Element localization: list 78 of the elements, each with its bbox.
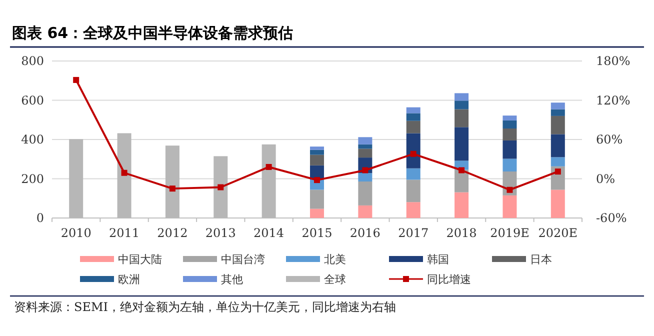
- x-tick-label: 2015: [302, 226, 332, 240]
- bar: [502, 195, 517, 218]
- x-tick-label: 2019E: [490, 226, 530, 240]
- bar: [358, 181, 372, 206]
- x-tick-label: 2013: [205, 226, 236, 240]
- bar: [454, 170, 469, 192]
- y-tick-label: 600: [21, 93, 44, 108]
- y2-tick-label: 60%: [596, 132, 623, 146]
- y-tick-label: 200: [21, 172, 44, 186]
- bar: [358, 148, 372, 158]
- legend-label: 欧洲: [118, 273, 140, 286]
- legend-label: 北美: [324, 253, 346, 266]
- x-tick-label: 2016: [350, 226, 380, 240]
- bar: [454, 127, 469, 161]
- bar: [502, 120, 517, 129]
- point: [218, 184, 224, 190]
- point: [362, 167, 368, 174]
- bar: [550, 190, 565, 218]
- point: [554, 168, 561, 175]
- x-tick-label: 2011: [109, 226, 140, 240]
- bar: [406, 107, 420, 114]
- legend-label: 同比增速: [427, 273, 471, 286]
- bar: [454, 192, 469, 218]
- bar: [358, 205, 372, 218]
- point: [121, 170, 128, 176]
- bar: [550, 109, 565, 116]
- bar: [550, 116, 565, 134]
- y2-tick-label: -60%: [596, 211, 627, 225]
- point: [506, 186, 513, 193]
- x-tick-label: 2012: [157, 226, 188, 240]
- x-tick-label: 2018: [446, 226, 477, 240]
- bar: [358, 144, 372, 149]
- x-tick-label: 2010: [60, 226, 92, 240]
- y-tick-label: 400: [21, 132, 44, 146]
- bar: [406, 120, 420, 134]
- legend-label: 日本: [530, 253, 552, 266]
- x-tick-label: 2017: [398, 226, 429, 240]
- bar: [502, 116, 517, 120]
- bar: [358, 137, 372, 144]
- point: [266, 164, 272, 170]
- legend-label: 中国台湾: [221, 253, 265, 266]
- bar: [406, 180, 420, 202]
- legend-label: 全球: [324, 273, 346, 286]
- bar: [310, 208, 324, 218]
- bar: [550, 134, 565, 158]
- bar: [406, 202, 420, 218]
- point: [314, 177, 320, 184]
- bar: [310, 190, 324, 209]
- bar: [550, 157, 565, 166]
- point: [169, 186, 176, 192]
- y2-tick-label: 120%: [596, 93, 630, 108]
- point: [458, 167, 465, 174]
- y2-tick-label: 180%: [596, 54, 630, 68]
- point: [410, 150, 416, 157]
- y-tick-label: 800: [21, 54, 44, 68]
- y2-tick-label: 0%: [596, 172, 616, 186]
- legend-label: 韩国: [427, 253, 449, 266]
- bar: [502, 128, 517, 140]
- bar: [310, 146, 324, 150]
- legend-label: 中国大陆: [118, 253, 162, 266]
- bar: [310, 150, 324, 155]
- bar: [358, 173, 372, 182]
- x-tick-label: 2020E: [538, 226, 578, 240]
- bar: [310, 154, 324, 166]
- x-tick-label: 2014: [254, 226, 284, 240]
- bar: [406, 168, 420, 180]
- legend-label: 其他: [221, 273, 243, 286]
- bar: [454, 93, 469, 101]
- text: 资料来源：SEMI，绝对金额为左轴，单位为十亿美元，同比增速为右轴: [14, 299, 398, 316]
- y-tick-label: 0: [36, 211, 44, 225]
- bar: [406, 113, 420, 121]
- bar: [454, 100, 469, 110]
- bar: [550, 102, 565, 110]
- bar: [502, 158, 517, 172]
- point: [73, 76, 80, 83]
- title: 图表 64：全球及中国半导体设备需求预估: [12, 24, 294, 42]
- bar: [502, 140, 517, 159]
- bar: [454, 109, 469, 128]
